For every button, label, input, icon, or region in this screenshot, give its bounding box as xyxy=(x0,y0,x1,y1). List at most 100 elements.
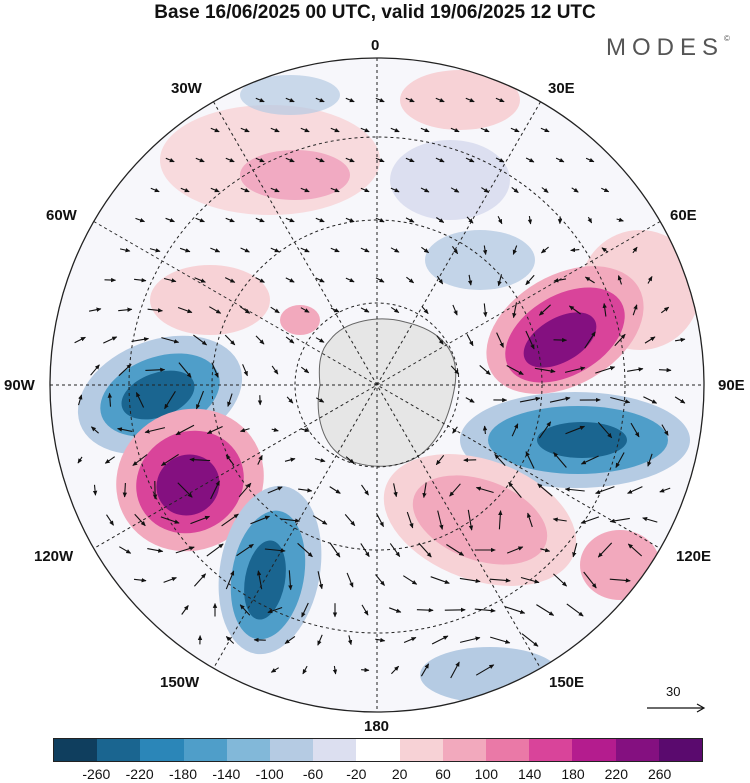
wind-vector xyxy=(77,456,83,464)
wind-vector xyxy=(644,336,656,344)
wind-vector xyxy=(495,157,505,163)
wind-vector xyxy=(406,511,414,529)
wind-vector xyxy=(74,336,86,344)
wind-vector xyxy=(361,484,369,496)
brand-logo: MODES© xyxy=(606,34,730,62)
wind-vector xyxy=(541,187,549,193)
wind-vector xyxy=(315,397,325,403)
wind-vector xyxy=(178,362,192,378)
wind-vector xyxy=(643,396,658,404)
wind-vector xyxy=(211,362,219,378)
colorbar-tick: 20 xyxy=(391,766,408,782)
wind-vector xyxy=(345,217,355,223)
wind-vector xyxy=(330,127,340,133)
wind-vector xyxy=(466,334,474,347)
lon-label-0: 0 xyxy=(371,37,380,54)
lon-label-150w: 150W xyxy=(160,674,200,691)
colorbar-bin-11 xyxy=(529,739,573,761)
wind-vector xyxy=(360,187,370,193)
wind-vector xyxy=(285,277,295,283)
wind-vector xyxy=(480,127,490,133)
wind-vector xyxy=(163,277,177,283)
wind-vector xyxy=(436,335,444,345)
wind-vector xyxy=(238,482,252,498)
wind-vector xyxy=(481,187,490,193)
wind-vector xyxy=(240,187,250,193)
wind-vector xyxy=(609,578,631,583)
wind-vector xyxy=(595,486,615,494)
wind-vector xyxy=(595,366,616,374)
wind-vector xyxy=(490,636,511,644)
wind-vector xyxy=(540,246,549,254)
wind-vector xyxy=(210,480,220,500)
wind-vector xyxy=(553,573,568,587)
wind-vector xyxy=(267,486,283,494)
wind-vector xyxy=(280,518,301,523)
wind-vector xyxy=(195,157,205,163)
wind-vector xyxy=(107,392,113,407)
wind-vector xyxy=(520,576,540,584)
wind-vector xyxy=(658,367,672,373)
wind-vector xyxy=(193,573,207,587)
wind-vector xyxy=(225,636,235,644)
colorbar-bin-5 xyxy=(270,739,314,761)
wind-vector xyxy=(150,187,160,193)
wind-vector xyxy=(345,97,355,103)
wind-vector xyxy=(537,483,553,497)
wind-vector xyxy=(450,187,460,193)
wind-vector xyxy=(597,421,613,439)
colorbar-bin-6 xyxy=(313,739,357,761)
wind-vector xyxy=(505,606,526,614)
brand-text: MODES xyxy=(606,34,725,61)
wind-vector xyxy=(390,247,400,253)
wind-vector xyxy=(475,486,494,494)
wind-vector xyxy=(317,634,323,646)
wind-vector xyxy=(300,427,310,433)
wind-vector xyxy=(240,127,250,133)
wind-vector xyxy=(224,277,236,283)
map-title: Base 16/06/2025 00 UTC, valid 19/06/2025… xyxy=(154,2,596,23)
wind-vector xyxy=(302,665,308,675)
wind-vector xyxy=(435,157,445,163)
wind-vector xyxy=(602,302,607,317)
wind-vector xyxy=(446,544,465,556)
wind-vector xyxy=(210,247,221,253)
wind-vector xyxy=(104,456,116,464)
wind-vector xyxy=(181,605,189,615)
wind-vector xyxy=(345,456,355,464)
wind-vector xyxy=(675,337,686,343)
wind-vector xyxy=(345,277,355,283)
wind-vector xyxy=(375,277,385,283)
colorbar-bin-13 xyxy=(615,739,659,761)
wind-vector xyxy=(601,247,609,253)
wind-vector xyxy=(506,546,524,554)
wind-vector xyxy=(420,187,430,193)
colorbar-bin-14 xyxy=(658,739,703,761)
brand-mark: © xyxy=(724,34,730,43)
wind-vector xyxy=(332,665,338,675)
wind-vector xyxy=(540,547,551,553)
wind-vector xyxy=(479,364,491,376)
wind-vector xyxy=(512,302,518,319)
wind-vector xyxy=(467,509,474,531)
wind-vector xyxy=(236,543,254,557)
wind-vector xyxy=(221,513,239,527)
wind-vector xyxy=(288,570,293,591)
wind-vector xyxy=(405,217,415,223)
wind-vector xyxy=(660,306,670,314)
wind-vector xyxy=(627,486,643,494)
wind-vector xyxy=(406,276,415,284)
wind-vector xyxy=(617,275,623,285)
wind-vector xyxy=(497,274,503,287)
wind-vector xyxy=(389,607,402,613)
wind-vector xyxy=(435,97,445,103)
wind-vector xyxy=(224,334,236,346)
wind-vector xyxy=(496,332,504,348)
lon-label-60w: 60W xyxy=(46,207,77,224)
wind-vector xyxy=(587,216,593,224)
wind-vector xyxy=(122,482,128,498)
wind-vector xyxy=(553,278,567,283)
colorbar-tick: 220 xyxy=(604,766,628,782)
wind-vector xyxy=(451,245,459,255)
